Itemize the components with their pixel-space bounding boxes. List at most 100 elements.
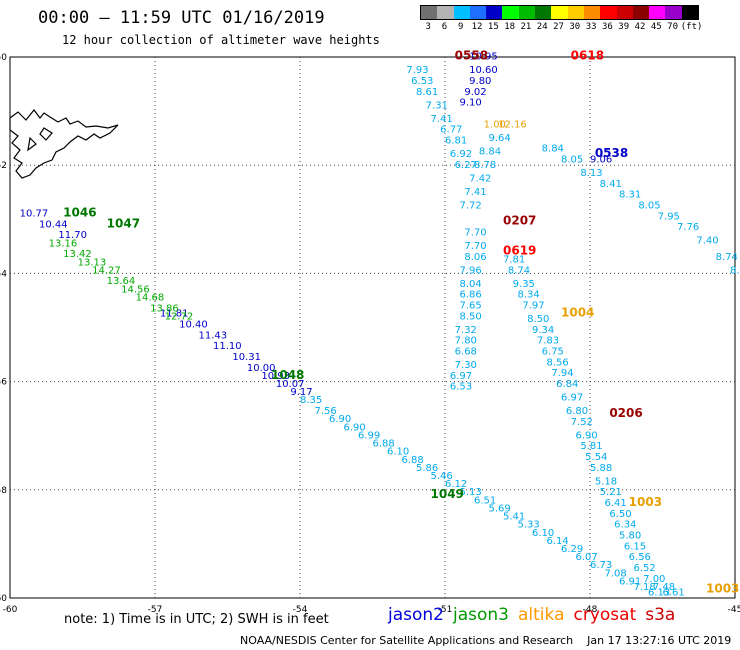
wave-height-value: 6.50	[609, 509, 631, 520]
scale-label: 15	[487, 22, 499, 32]
wave-height-value: 6.15	[624, 541, 646, 552]
wave-height-value: 9.10	[460, 98, 482, 109]
scale-label: 6	[441, 22, 448, 32]
wave-height-value: 11.10	[213, 341, 242, 352]
wave-height-value: 10.60	[469, 65, 498, 76]
y-tick-label: -50	[0, 53, 7, 63]
wave-height-value: 6.51	[474, 495, 496, 506]
wave-height-value: 6.61	[663, 587, 685, 598]
scale-label: (ft)	[680, 22, 703, 32]
wave-height-value: 7.80	[455, 336, 477, 347]
wave-height-value: 6.77	[440, 125, 462, 136]
track-label: 1046	[63, 206, 96, 220]
wave-height-value: 7.52	[571, 417, 593, 428]
scale-label: 3	[425, 22, 431, 32]
wave-height-value: 8.35	[300, 395, 322, 406]
wave-height-value: 7.32	[455, 325, 477, 336]
wave-height-value: 13.64	[107, 276, 136, 287]
wave-height-value: 5.41	[503, 512, 525, 523]
scale-label: 45	[650, 22, 662, 32]
wave-height-value: 11.81	[160, 309, 189, 320]
wave-height-value: 8.08	[730, 265, 740, 276]
wave-height-value: 7.70	[464, 241, 486, 252]
scale-swatch	[535, 6, 552, 19]
wave-height-value: 8.61	[416, 87, 438, 98]
wave-height-value: 6.34	[614, 520, 636, 531]
wave-height-value: 7.83	[537, 336, 559, 347]
track-label: 0558	[455, 49, 488, 63]
scale-swatch	[421, 6, 438, 19]
x-tick-label: -57	[148, 605, 163, 615]
scale-swatch	[502, 6, 519, 19]
wave-height-value: 9.80	[469, 76, 491, 87]
wave-height-value: 6.90	[344, 422, 366, 433]
legend-jason2: jason2	[388, 605, 444, 625]
wave-height-value: 6.10	[387, 447, 409, 458]
scale-swatch	[583, 6, 601, 19]
wave-height-value: 5.46	[431, 471, 453, 482]
wave-height-value: 6.99	[358, 430, 380, 441]
wave-height-value: 12.16	[498, 119, 527, 130]
wave-height-value: 10.44	[39, 219, 68, 230]
y-tick-label: -58	[0, 486, 7, 496]
wave-height-value: 1.00	[484, 119, 506, 130]
falkland-islands-coastline	[9, 109, 119, 179]
wave-height-value: 10.40	[179, 320, 208, 331]
track-label: 0206	[609, 406, 642, 420]
wave-height-value: 8.31	[619, 190, 641, 201]
wave-height-value: 7.97	[522, 301, 544, 312]
wave-height-value: 7.93	[406, 65, 428, 76]
x-tick-label: -48	[583, 605, 598, 615]
wave-height-value: 5.13	[460, 487, 482, 498]
wave-height-value: 9.64	[489, 133, 511, 144]
track-label: 1003	[706, 582, 739, 596]
wave-height-value: 5.80	[619, 530, 641, 541]
wave-height-value: 6.53	[450, 382, 472, 393]
wave-height-value: 6.97	[561, 393, 583, 404]
y-tick-label: -56	[0, 378, 7, 388]
wave-height-value: 7.70	[464, 228, 486, 239]
wave-height-value: 14.56	[121, 284, 150, 295]
legend-s3a: s3a	[645, 605, 676, 625]
wave-height-value: 8.06	[464, 252, 486, 263]
wave-height-value: 6.88	[373, 439, 395, 450]
wave-height-value: 7.40	[696, 236, 718, 247]
scale-swatch	[469, 6, 487, 19]
wave-height-value: 8.84	[479, 146, 501, 157]
wave-height-value: 8.13	[580, 168, 602, 179]
scale-swatch	[616, 6, 633, 19]
x-tick-label: -54	[293, 605, 308, 615]
scale-swatch	[437, 6, 454, 19]
scale-label: 70	[667, 22, 679, 32]
legend-altika: altika	[518, 605, 565, 625]
wave-height-value: 9.35	[513, 279, 535, 290]
wave-height-value: 7.48	[653, 582, 675, 593]
wave-height-value: 5.86	[416, 463, 438, 474]
wave-height-value: 7.72	[460, 200, 482, 211]
legend-cryosat: cryosat	[573, 605, 637, 625]
track-label: 0619	[503, 243, 536, 257]
wave-height-value: 7.42	[469, 173, 491, 184]
wave-height-value: 14.68	[136, 292, 165, 303]
wave-height-value: 5.69	[489, 503, 511, 514]
scale-swatch	[649, 6, 666, 19]
wave-height-value: 8.04	[460, 279, 482, 290]
scale-swatch	[486, 6, 503, 19]
wave-height-value: 8.74	[508, 265, 530, 276]
wave-height-value: 5.21	[600, 487, 622, 498]
scale-label: 24	[536, 22, 548, 32]
wave-height-value: 10.95	[469, 52, 498, 63]
scale-swatch	[567, 6, 584, 19]
scale-label: 39	[618, 22, 630, 32]
wave-height-value: 10.77	[20, 209, 49, 220]
wave-height-value: 5.18	[595, 476, 617, 487]
legend-jason3: jason3	[453, 605, 509, 625]
chart-title: 00:00 — 11:59 UTC 01/16/2019	[38, 8, 325, 28]
wave-height-value: 6.14	[547, 536, 569, 547]
scale-label: 21	[520, 22, 532, 32]
wave-height-value: 6.92	[450, 149, 472, 160]
wave-height-value: 10.00	[247, 363, 276, 374]
wave-height-value: 7.56	[315, 406, 337, 417]
scale-swatch	[681, 6, 699, 19]
wave-height-value: 7.30	[455, 360, 477, 371]
